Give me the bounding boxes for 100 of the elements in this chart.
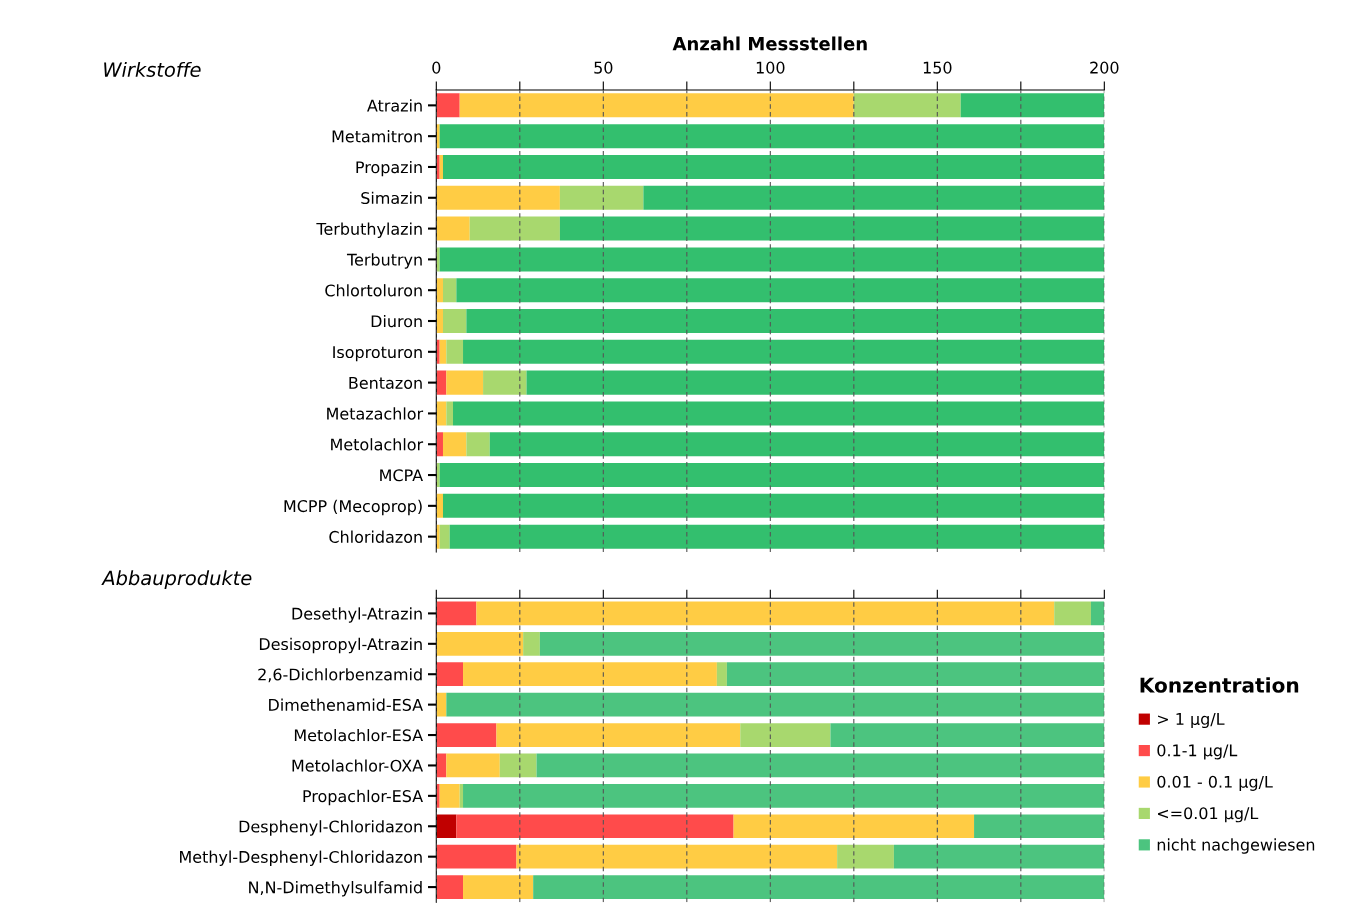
bar [436,814,457,839]
bar [526,370,1105,395]
bar [893,844,1105,869]
bar [740,723,831,747]
y-tick-label: Desethyl-Atrazin [292,607,422,623]
bar [436,93,460,118]
y-tick-label: MCPP (Mecoprop) [284,499,422,516]
y-tick-label: Chlortoluron [325,284,422,297]
bar [830,723,1105,747]
bar [853,93,961,118]
bar [439,247,1105,272]
bar [716,662,727,687]
bar [496,723,741,747]
bar [453,401,1105,426]
bar [446,401,454,426]
y-tick-label: Metolachlor [331,438,424,451]
legend-label: nicht nachgewiesen [1157,838,1315,854]
bar [442,493,1105,518]
y-tick-label: Metazachlor [327,407,424,420]
bar [436,601,477,626]
bar [442,154,1105,179]
bar [499,753,537,778]
y-tick-label: Bentazon [349,377,422,389]
y-tick-label: Terbuthylazin [316,222,422,238]
bar [960,93,1105,118]
x2-tick-label: 200 [1090,61,1119,74]
bar [446,370,484,395]
bar [1054,601,1091,626]
bar [436,124,440,149]
bar [442,278,457,303]
bar [733,814,975,839]
bar [456,814,734,839]
y-tick-label: Methyl-Desphenyl-Chloridazon [180,850,422,867]
bar [436,185,560,210]
y-tick-label: Propazin [356,160,422,177]
x2-axis-title: Anzahl Messstellen [672,36,867,51]
bar [439,124,1105,149]
bar [436,875,464,899]
bar [1090,601,1105,626]
bar [436,524,440,549]
x2-tick-label: 150 [923,61,952,74]
text: Wirkstoffe [104,61,201,77]
y-tick-label: Metolachlor-OXA [292,759,423,772]
bar [446,753,500,778]
bar [439,784,460,808]
bar [439,463,1105,488]
y-tick-label: Atrazin [367,99,422,112]
y-tick-label: 2,6-Dichlorbenzamid [258,668,422,683]
bar [436,844,517,869]
legend-label: 0.01 - 0.1 µg/L [1157,775,1273,791]
bar [837,844,894,869]
bar [436,247,440,272]
y-tick-label: Diuron [371,314,422,328]
bar [459,93,854,118]
bar [442,432,467,457]
bar [559,185,644,210]
bar [446,339,464,364]
y-tick-label: MCPA [380,469,423,482]
bar [516,844,838,869]
y-tick-label: Chloridazon [329,530,422,543]
bar [436,463,440,488]
y-tick-label: Metamitron [332,130,422,143]
bar [463,875,534,899]
bar [463,662,717,687]
bar [974,814,1105,839]
bar [436,631,524,656]
bar [489,432,1105,457]
bar [533,875,1105,899]
x2-tick-label: 0 [432,61,441,74]
bar [439,524,450,549]
bar [559,216,1105,241]
bar [436,339,440,364]
y-tick-label: Dimethenamid-ESA [269,698,423,711]
bar [483,370,527,395]
bar [469,216,560,241]
bar [466,432,490,457]
bar [456,278,1105,303]
bar [436,401,447,426]
legend-label: 0.1-1 µg/L [1157,744,1238,760]
bar [446,692,1105,717]
bar [643,185,1105,210]
text: Abbauprodukte [101,570,252,590]
bar [436,784,440,808]
bar [436,723,497,747]
bar [459,784,464,808]
bar [436,216,470,241]
legend-label: > 1 µg/L [1158,713,1225,729]
y-tick-label: Desphenyl-Chloridazon [239,820,422,836]
y-tick-label: Terbutryn [346,253,422,269]
bar [726,662,1105,687]
bar [442,308,467,334]
bar [463,784,1105,808]
y-tick-label: Propachlor-ESA [303,789,423,806]
x2-tick-label: 100 [756,61,785,74]
bar [523,631,540,656]
y-tick-label: Desisopropyl-Atrazin [259,637,422,654]
bar [466,308,1105,334]
bar [436,662,464,687]
y-tick-label: Isoproturon [333,346,422,362]
bar [536,753,1105,778]
